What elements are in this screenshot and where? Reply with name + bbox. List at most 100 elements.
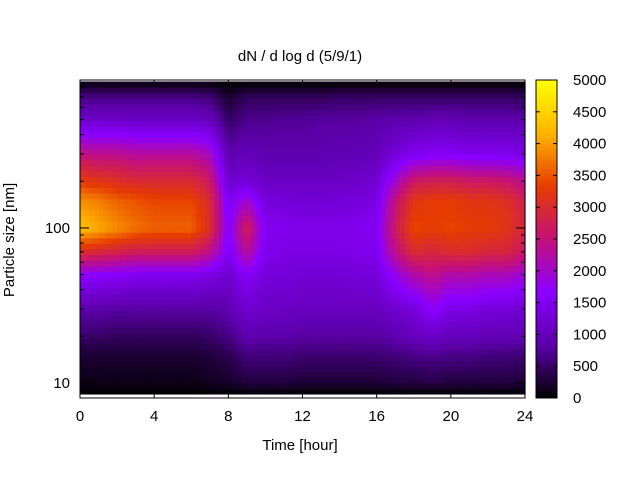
heatmap-cell [395, 254, 401, 261]
heatmap-cell [409, 366, 415, 373]
heatmap-cell [186, 126, 192, 133]
heatmap-cell [154, 248, 160, 256]
heatmap-cell [483, 226, 489, 233]
heatmap-cell [168, 120, 174, 127]
heatmap-cell [256, 388, 262, 395]
heatmap-cell [376, 154, 382, 161]
heatmap-cell [381, 276, 387, 283]
heatmap-cell [339, 126, 345, 133]
heatmap-cell [311, 293, 318, 300]
heatmap-cell [107, 98, 114, 105]
heatmap-cell [474, 87, 480, 94]
heatmap-cell [385, 159, 392, 166]
heatmap-cell [232, 209, 239, 216]
heatmap-cell [256, 220, 262, 228]
heatmap-cell [121, 310, 127, 317]
heatmap-cell [409, 159, 415, 166]
heatmap-cell [205, 98, 211, 105]
heatmap-cell [344, 137, 350, 144]
heatmap-cell [427, 165, 433, 172]
heatmap-cell [348, 282, 355, 289]
heatmap-cell [446, 137, 452, 144]
heatmap-cell [107, 87, 114, 94]
heatmap-cell [385, 382, 392, 389]
heatmap-cell [423, 388, 429, 395]
heatmap-cell [395, 176, 401, 183]
heatmap-cell [362, 81, 368, 88]
heatmap-cell [344, 310, 350, 317]
heatmap-cell [469, 193, 475, 200]
heatmap-cell [469, 92, 475, 99]
heatmap-cell [177, 226, 183, 233]
heatmap-cell [339, 321, 345, 328]
heatmap-cell [246, 377, 253, 384]
heatmap-cell [186, 287, 192, 295]
heatmap-cell [344, 254, 350, 261]
heatmap-cell [84, 159, 90, 166]
heatmap-cell [144, 193, 151, 200]
heatmap-cell [140, 154, 146, 161]
heatmap-cell [154, 315, 160, 322]
heatmap-cell [84, 81, 90, 88]
heatmap-cell [117, 226, 123, 233]
heatmap-cell [140, 226, 146, 233]
heatmap-cell [367, 260, 373, 267]
heatmap-cell [297, 87, 304, 94]
heatmap-cell [209, 142, 216, 150]
heatmap-cell [455, 388, 461, 395]
heatmap-cell [362, 287, 368, 295]
heatmap-cell [390, 109, 396, 116]
heatmap-cell [279, 388, 285, 395]
heatmap-cell [186, 388, 192, 395]
heatmap-cell [228, 360, 234, 367]
heatmap-cell [348, 220, 355, 228]
heatmap-cell [372, 159, 378, 166]
heatmap-cell [214, 232, 220, 239]
heatmap-cell [348, 154, 355, 161]
heatmap-cell [474, 332, 480, 339]
heatmap-cell [251, 237, 257, 244]
heatmap-cell [209, 276, 216, 283]
heatmap-cell [149, 315, 155, 322]
heatmap-cell [441, 315, 447, 322]
heatmap-cell [172, 377, 178, 384]
heatmap-cell [423, 321, 429, 328]
heatmap-cell [144, 220, 151, 228]
heatmap-cell [409, 226, 415, 233]
heatmap-cell [372, 371, 378, 378]
heatmap-cell [265, 92, 271, 99]
heatmap-cell [483, 170, 489, 177]
heatmap-cell [436, 254, 443, 261]
heatmap-cell [353, 282, 359, 289]
heatmap-cell [80, 159, 86, 166]
heatmap-cell [270, 276, 276, 283]
heatmap-cell [89, 276, 95, 283]
heatmap-cell [140, 187, 146, 194]
heatmap-cell [334, 109, 341, 116]
heatmap-cell [89, 293, 95, 300]
heatmap-cell [288, 299, 294, 306]
heatmap-cell [93, 287, 100, 295]
heatmap-cell [288, 377, 294, 384]
heatmap-cell [283, 165, 290, 172]
heatmap-cell [93, 87, 100, 94]
heatmap-cell [330, 371, 336, 378]
heatmap-cell [307, 198, 313, 205]
heatmap-cell [483, 299, 489, 306]
heatmap-cell [177, 154, 183, 161]
heatmap-cell [381, 204, 387, 211]
heatmap-cell [265, 193, 271, 200]
heatmap-cell [209, 114, 216, 122]
heatmap-cell [455, 349, 461, 356]
heatmap-cell [334, 243, 341, 250]
heatmap-cell [223, 198, 229, 205]
heatmap-cell [84, 170, 90, 177]
heatmap-cell [376, 332, 382, 339]
heatmap-cell [311, 87, 318, 94]
heatmap-cell [168, 360, 174, 367]
heatmap-cell [195, 321, 202, 328]
heatmap-cell [339, 187, 345, 194]
heatmap-cell [107, 326, 114, 334]
heatmap-cell [455, 148, 461, 155]
heatmap-cell [474, 81, 480, 88]
